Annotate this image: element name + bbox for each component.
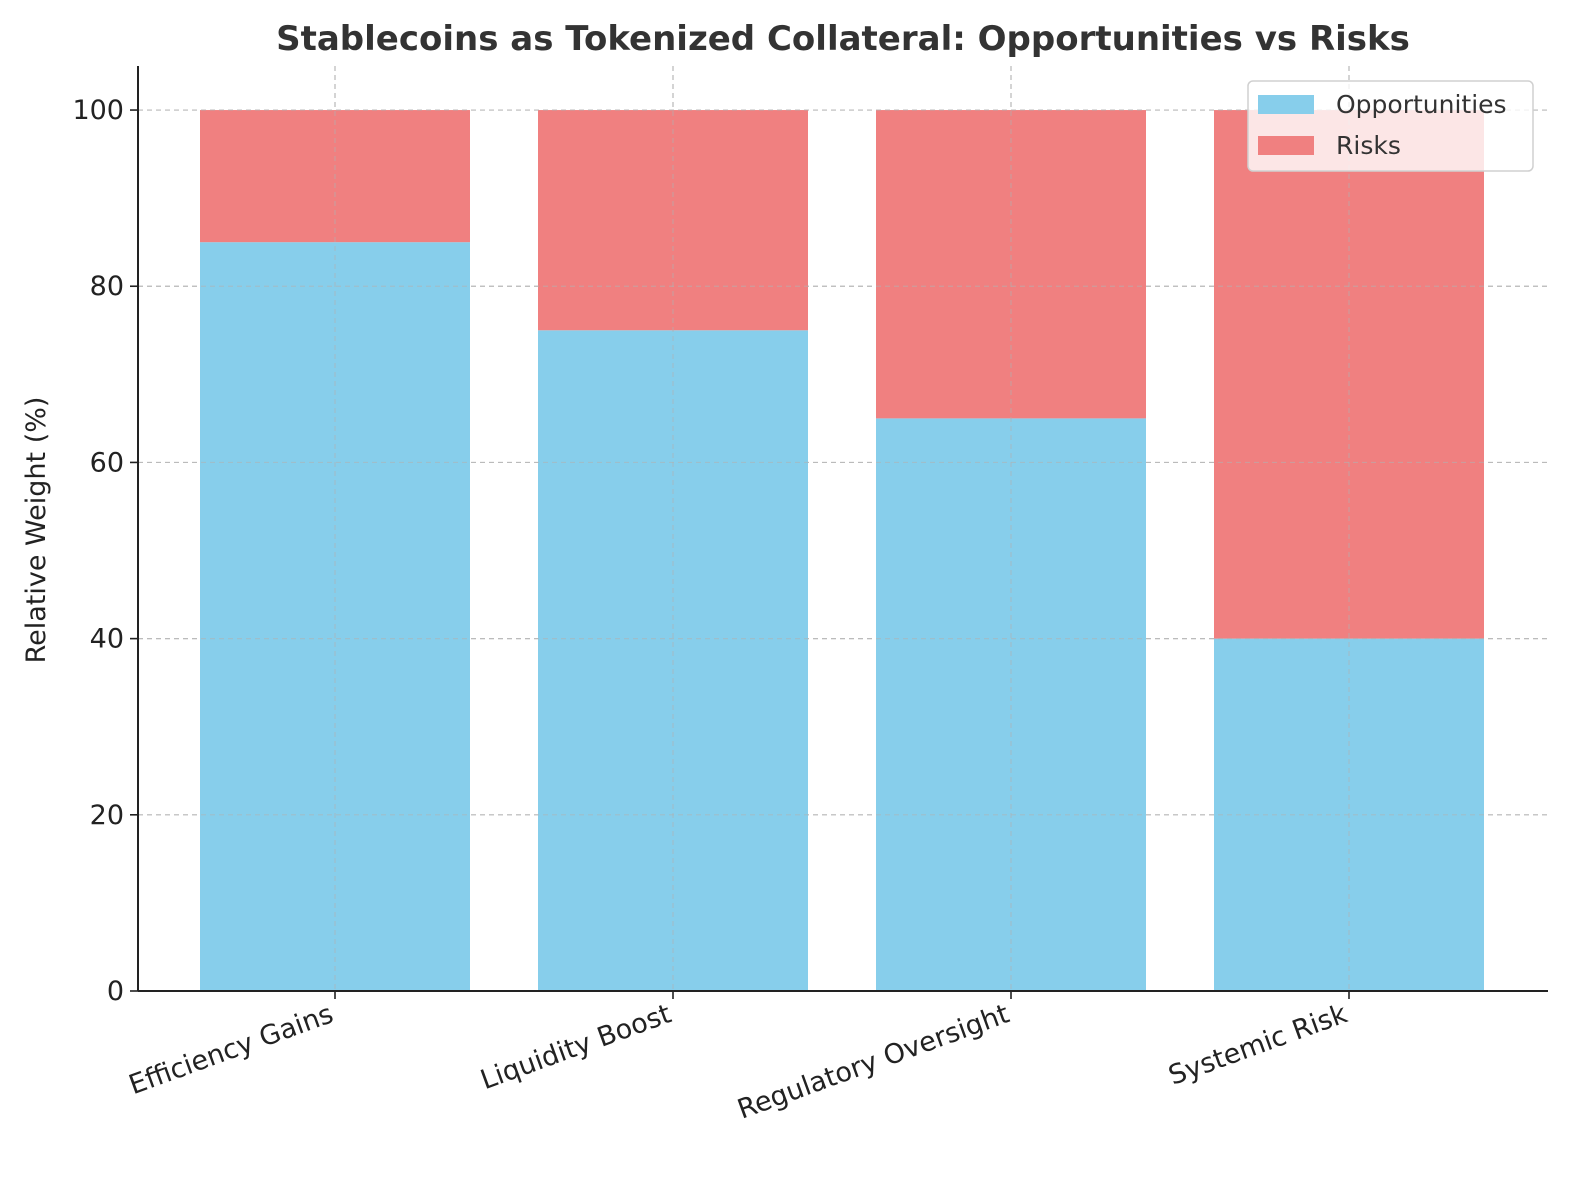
x-tick-label: Liquidity Boost <box>477 998 676 1096</box>
legend-swatch-risks <box>1258 136 1314 155</box>
y-axis-label: Relative Weight (%) <box>21 397 52 664</box>
bars <box>138 66 1548 992</box>
y-tick-label: 20 <box>90 800 124 831</box>
x-tick-label: Systemic Risk <box>1165 998 1352 1091</box>
y-tick-label: 60 <box>90 447 124 478</box>
legend-label-opportunities: Opportunities <box>1336 90 1507 119</box>
y-tick-label: 0 <box>107 976 124 1007</box>
y-tick-label: 80 <box>90 271 124 302</box>
legend-label-risks: Risks <box>1336 131 1401 160</box>
y-tick-label: 100 <box>72 95 124 126</box>
legend-box <box>1247 80 1534 172</box>
legend: Opportunities Risks <box>1247 80 1534 172</box>
x-tick-label: Efficiency Gains <box>125 998 337 1101</box>
y-tick-label: 40 <box>90 624 124 655</box>
chart-title: Stablecoins as Tokenized Collateral: Opp… <box>276 19 1410 59</box>
legend-swatch-opportunities <box>1258 95 1314 114</box>
x-tick-label: Regulatory Oversight <box>733 998 1013 1125</box>
